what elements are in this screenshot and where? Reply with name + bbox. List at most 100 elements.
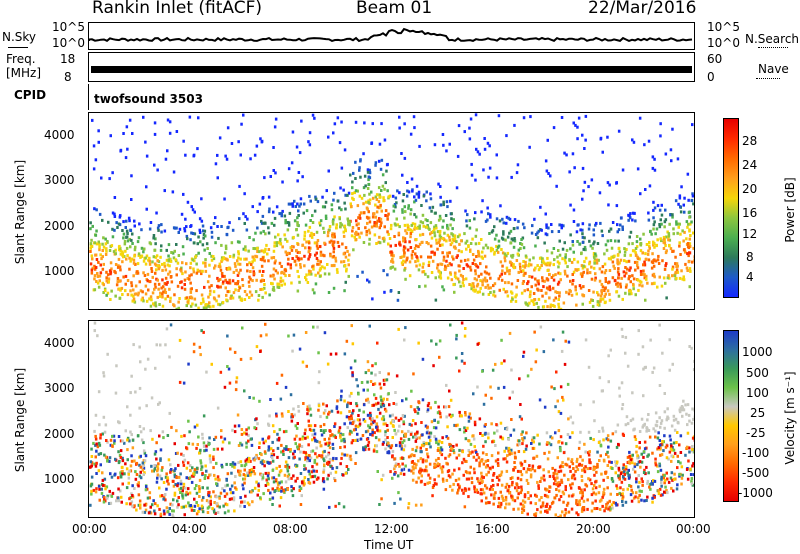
heatmap-cell (399, 417, 403, 421)
heatmap-cell (267, 435, 271, 439)
heatmap-cell (477, 456, 481, 460)
heatmap-cell (306, 281, 310, 284)
heatmap-cell (333, 232, 336, 236)
heatmap-cell (413, 408, 416, 412)
heatmap-cell (545, 286, 549, 290)
heatmap-cell (164, 498, 167, 502)
heatmap-cell (384, 214, 387, 217)
heatmap-cell (225, 267, 228, 270)
heatmap-cell (490, 422, 493, 426)
heatmap-cell (156, 278, 159, 282)
heatmap-cell (153, 132, 157, 136)
heatmap-cell (460, 239, 463, 243)
heatmap-cell (630, 499, 634, 503)
heatmap-cell (223, 274, 226, 278)
heatmap-cell (512, 263, 515, 267)
heatmap-cell (393, 267, 397, 271)
heatmap-cell (333, 477, 336, 480)
heatmap-cell (286, 463, 289, 467)
heatmap-cell (401, 210, 404, 214)
heatmap-cell (501, 264, 504, 268)
heatmap-cell (560, 480, 564, 484)
heatmap-cell (333, 263, 336, 267)
heatmap-cell (240, 432, 244, 436)
heatmap-cell (484, 423, 487, 426)
heatmap-cell (205, 469, 208, 473)
heatmap-cell (107, 220, 110, 224)
heatmap-cell (111, 211, 115, 215)
heatmap-cell (358, 194, 362, 198)
heatmap-cell (243, 290, 247, 293)
heatmap-cell (474, 113, 478, 117)
heatmap-cell (176, 499, 179, 503)
heatmap-cell (479, 279, 482, 283)
heatmap-cell (514, 299, 518, 303)
heatmap-cell (322, 226, 325, 230)
heatmap-cell (274, 235, 277, 239)
heatmap-cell (118, 296, 122, 300)
heatmap-cell (434, 400, 437, 404)
heatmap-cell (248, 469, 252, 472)
heatmap-cell (392, 209, 396, 213)
heatmap-cell (140, 228, 143, 232)
heatmap-cell (543, 405, 547, 409)
heatmap-cell (321, 205, 325, 209)
heatmap-cell (122, 236, 125, 240)
heatmap-cell (652, 243, 655, 247)
heatmap-cell (657, 446, 661, 449)
heatmap-cell (94, 413, 98, 417)
heatmap-cell (252, 469, 255, 473)
heatmap-cell (302, 479, 305, 483)
heatmap-cell (97, 285, 101, 289)
heatmap-cell (457, 264, 460, 268)
heatmap-cell (475, 255, 478, 258)
heatmap-cell (277, 473, 281, 477)
heatmap-cell (327, 230, 330, 234)
heatmap-cell (403, 266, 407, 270)
heatmap-cell (588, 262, 591, 266)
heatmap-cell (415, 445, 419, 449)
heatmap-cell (564, 261, 567, 265)
heatmap-cell (117, 264, 120, 268)
heatmap-cell (309, 246, 312, 250)
heatmap-cell (395, 402, 398, 406)
heatmap-cell (490, 485, 493, 489)
heatmap-cell (414, 422, 417, 426)
heatmap-cell (284, 464, 287, 468)
heatmap-cell (139, 465, 143, 469)
heatmap-cell (688, 251, 691, 255)
heatmap-cell (654, 232, 657, 236)
heatmap-cell (305, 209, 309, 213)
heatmap-cell (318, 245, 322, 249)
power-cbar-24: 24 (742, 158, 758, 172)
heatmap-cell (107, 280, 110, 284)
power-heatmap (89, 113, 694, 309)
heatmap-cell (681, 414, 684, 418)
heatmap-cell (513, 239, 517, 243)
power-cbar-8: 8 (746, 250, 754, 264)
heatmap-cell (354, 120, 358, 124)
heatmap-cell (298, 151, 302, 155)
heatmap-cell (647, 218, 651, 222)
heatmap-cell (244, 474, 247, 478)
heatmap-cell (214, 241, 217, 245)
heatmap-cell (142, 449, 146, 453)
heatmap-cell (448, 413, 451, 417)
heatmap-cell (447, 454, 451, 458)
heatmap-cell (117, 496, 120, 500)
heatmap-cell (224, 251, 227, 255)
heatmap-cell (394, 432, 398, 436)
heatmap-cell (433, 234, 437, 238)
heatmap-cell (186, 461, 190, 465)
heatmap-cell (623, 473, 626, 476)
heatmap-cell (144, 508, 148, 512)
heatmap-cell (446, 254, 449, 258)
heatmap-cell (389, 470, 392, 474)
heatmap-cell (108, 177, 111, 181)
heatmap-cell (250, 470, 253, 473)
heatmap-cell (467, 477, 471, 481)
heatmap-cell (401, 208, 404, 212)
heatmap-cell (470, 481, 474, 485)
heatmap-cell (155, 268, 158, 272)
heatmap-cell (519, 247, 522, 250)
